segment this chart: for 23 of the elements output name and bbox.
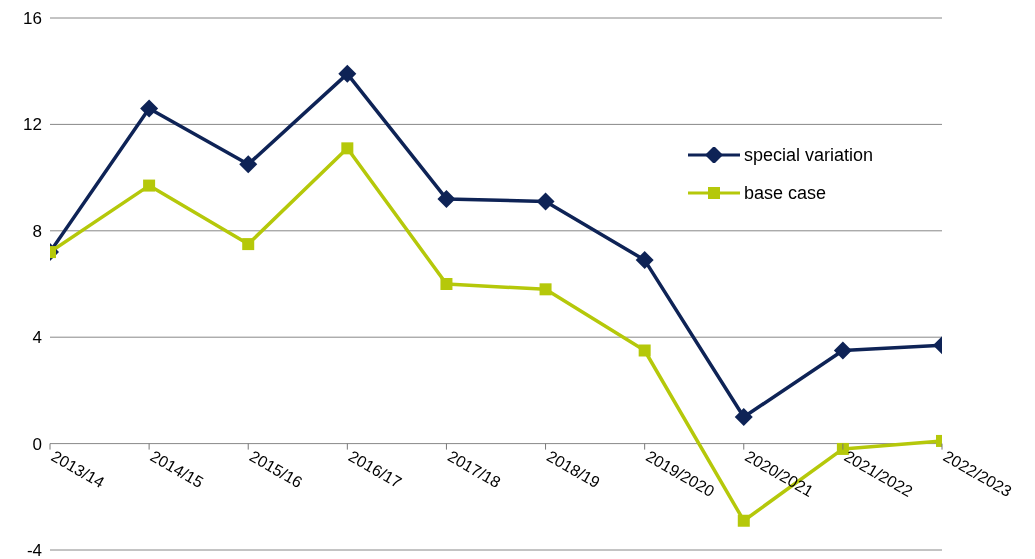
y-tick-label: 4 — [32, 328, 42, 348]
point — [638, 344, 651, 357]
y-tick-label: 8 — [32, 221, 42, 241]
y-tick-label: 16 — [23, 9, 42, 29]
point — [242, 238, 255, 251]
point — [536, 192, 555, 211]
legend-label: special variation — [744, 144, 874, 166]
y-tick-label: 12 — [23, 115, 42, 135]
point — [635, 251, 654, 270]
y-tick-label: 0 — [32, 434, 42, 454]
legend-label: base case — [744, 182, 827, 204]
point — [338, 64, 357, 83]
point — [737, 514, 750, 527]
point — [440, 278, 453, 290]
point — [734, 408, 753, 426]
point — [239, 155, 258, 174]
point — [833, 341, 852, 360]
point — [140, 99, 159, 118]
point — [143, 179, 156, 192]
point — [341, 142, 354, 155]
point — [539, 283, 552, 296]
y-tick-label: -4 — [26, 541, 42, 559]
point — [437, 189, 456, 208]
